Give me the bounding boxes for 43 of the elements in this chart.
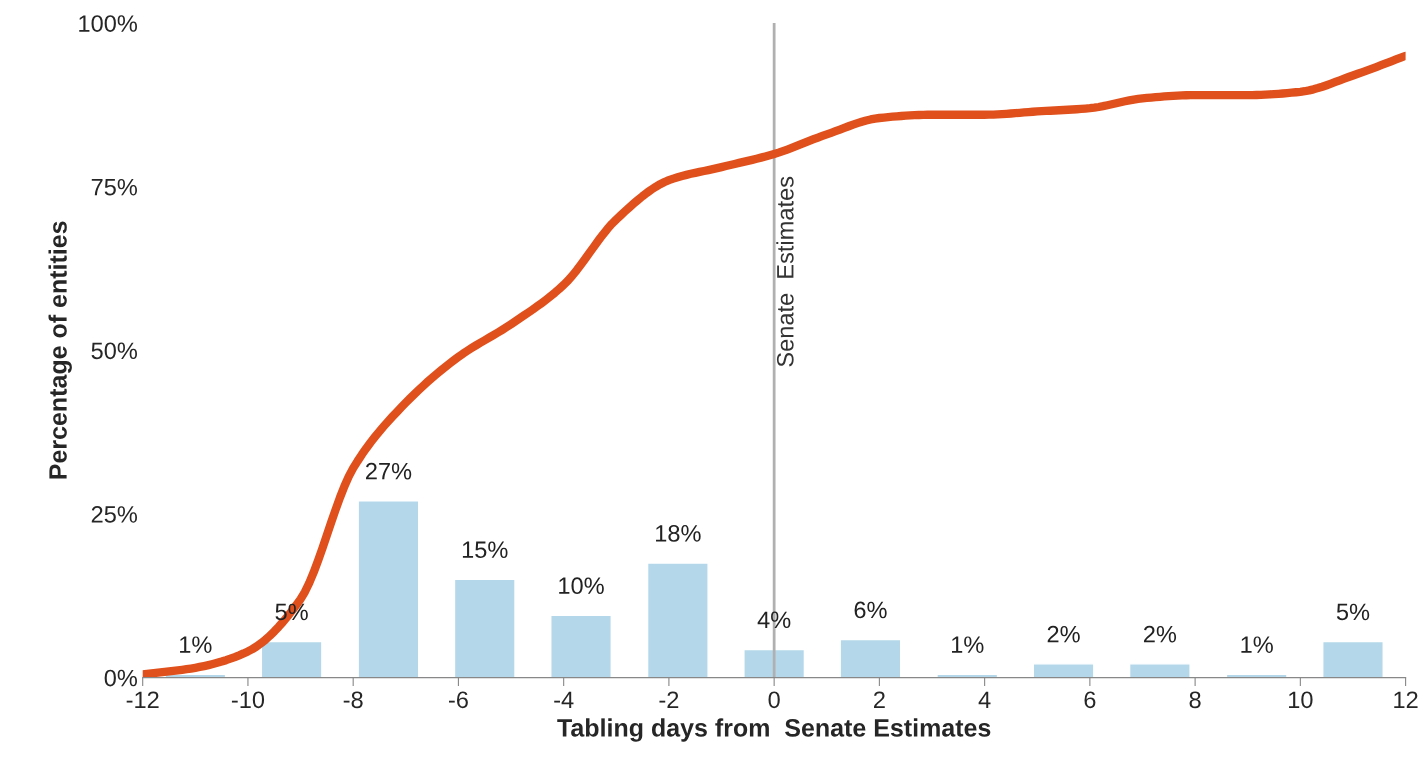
x-tick-label: -8	[343, 691, 363, 709]
bar	[260, 640, 323, 678]
bar	[550, 614, 612, 678]
data-label: 2%	[1143, 625, 1177, 643]
y-axis-title: Percentage of entities	[48, 221, 72, 479]
bar	[1032, 663, 1095, 678]
x-tick-label: 2	[874, 691, 885, 708]
y-tick-label: 25%	[91, 506, 137, 523]
y-tick-label: 0%	[104, 669, 137, 687]
data-label: 1%	[1241, 636, 1273, 653]
x-tick-label: 12	[1394, 691, 1418, 708]
y-tick-label: 50%	[91, 342, 137, 360]
y-tick-label: 100%	[79, 15, 137, 32]
data-label: 15%	[462, 541, 508, 559]
x-tick-label: -6	[448, 691, 468, 709]
data-label: 1%	[180, 636, 212, 653]
x-axis-title: Tabling days from Senate Estimates	[557, 718, 991, 742]
x-tick-label: -2	[659, 691, 679, 708]
x-tick-label: 4	[978, 691, 991, 708]
bar	[839, 638, 902, 678]
data-label: 4%	[757, 611, 791, 629]
x-tick-label: -12	[126, 691, 159, 708]
bar	[1322, 640, 1384, 678]
bar	[357, 500, 420, 678]
x-tick-label: -4	[554, 691, 574, 708]
x-tick-label: 10	[1289, 691, 1313, 709]
x-tick-label: 6	[1084, 691, 1096, 709]
data-label: 1%	[952, 636, 984, 653]
ref-line-label: Senate Estimates	[776, 176, 794, 367]
data-label: 6%	[854, 601, 887, 619]
data-label: 10%	[559, 577, 604, 595]
x-tick-label: 0	[768, 691, 780, 709]
bar	[743, 648, 806, 678]
bar	[453, 578, 516, 678]
data-label: 27%	[366, 462, 412, 480]
data-label: 18%	[656, 525, 701, 542]
data-label: 5%	[1336, 603, 1370, 621]
y-tick-label: 75%	[91, 178, 137, 196]
bar	[1128, 663, 1191, 678]
x-tick-label: 8	[1189, 691, 1201, 709]
bar	[646, 562, 709, 678]
x-tick-label: -10	[231, 691, 265, 709]
data-label: 2%	[1047, 625, 1080, 643]
